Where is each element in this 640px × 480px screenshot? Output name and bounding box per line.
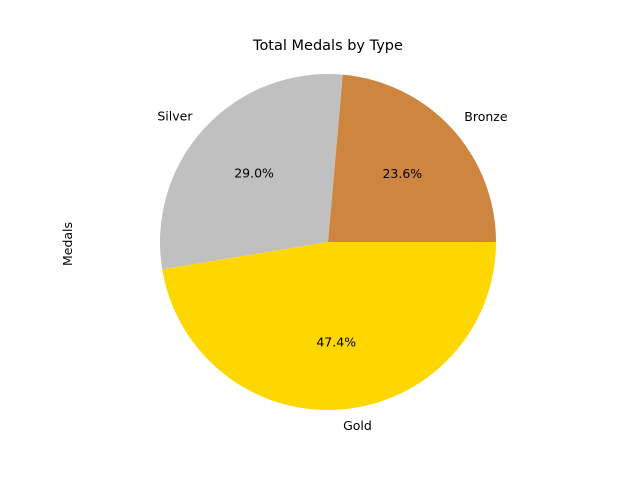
pie-slice-gold	[162, 242, 496, 411]
slice-percent-gold: 47.4%	[316, 334, 356, 349]
pie-labels: Bronze 23.6% Silver 29.0% Gold 47.4%	[157, 108, 507, 433]
y-axis-label: Medals	[60, 222, 75, 266]
chart-title: Total Medals by Type	[252, 38, 403, 54]
slice-label-bronze: Bronze	[464, 109, 508, 124]
pie-slice-bronze	[328, 74, 496, 242]
slice-percent-silver: 29.0%	[234, 165, 274, 180]
slice-label-silver: Silver	[157, 108, 193, 123]
pie-slice-silver	[159, 73, 343, 270]
slice-percent-bronze: 23.6%	[382, 166, 422, 181]
pie-slices	[159, 73, 496, 411]
slice-label-gold: Gold	[343, 418, 372, 433]
